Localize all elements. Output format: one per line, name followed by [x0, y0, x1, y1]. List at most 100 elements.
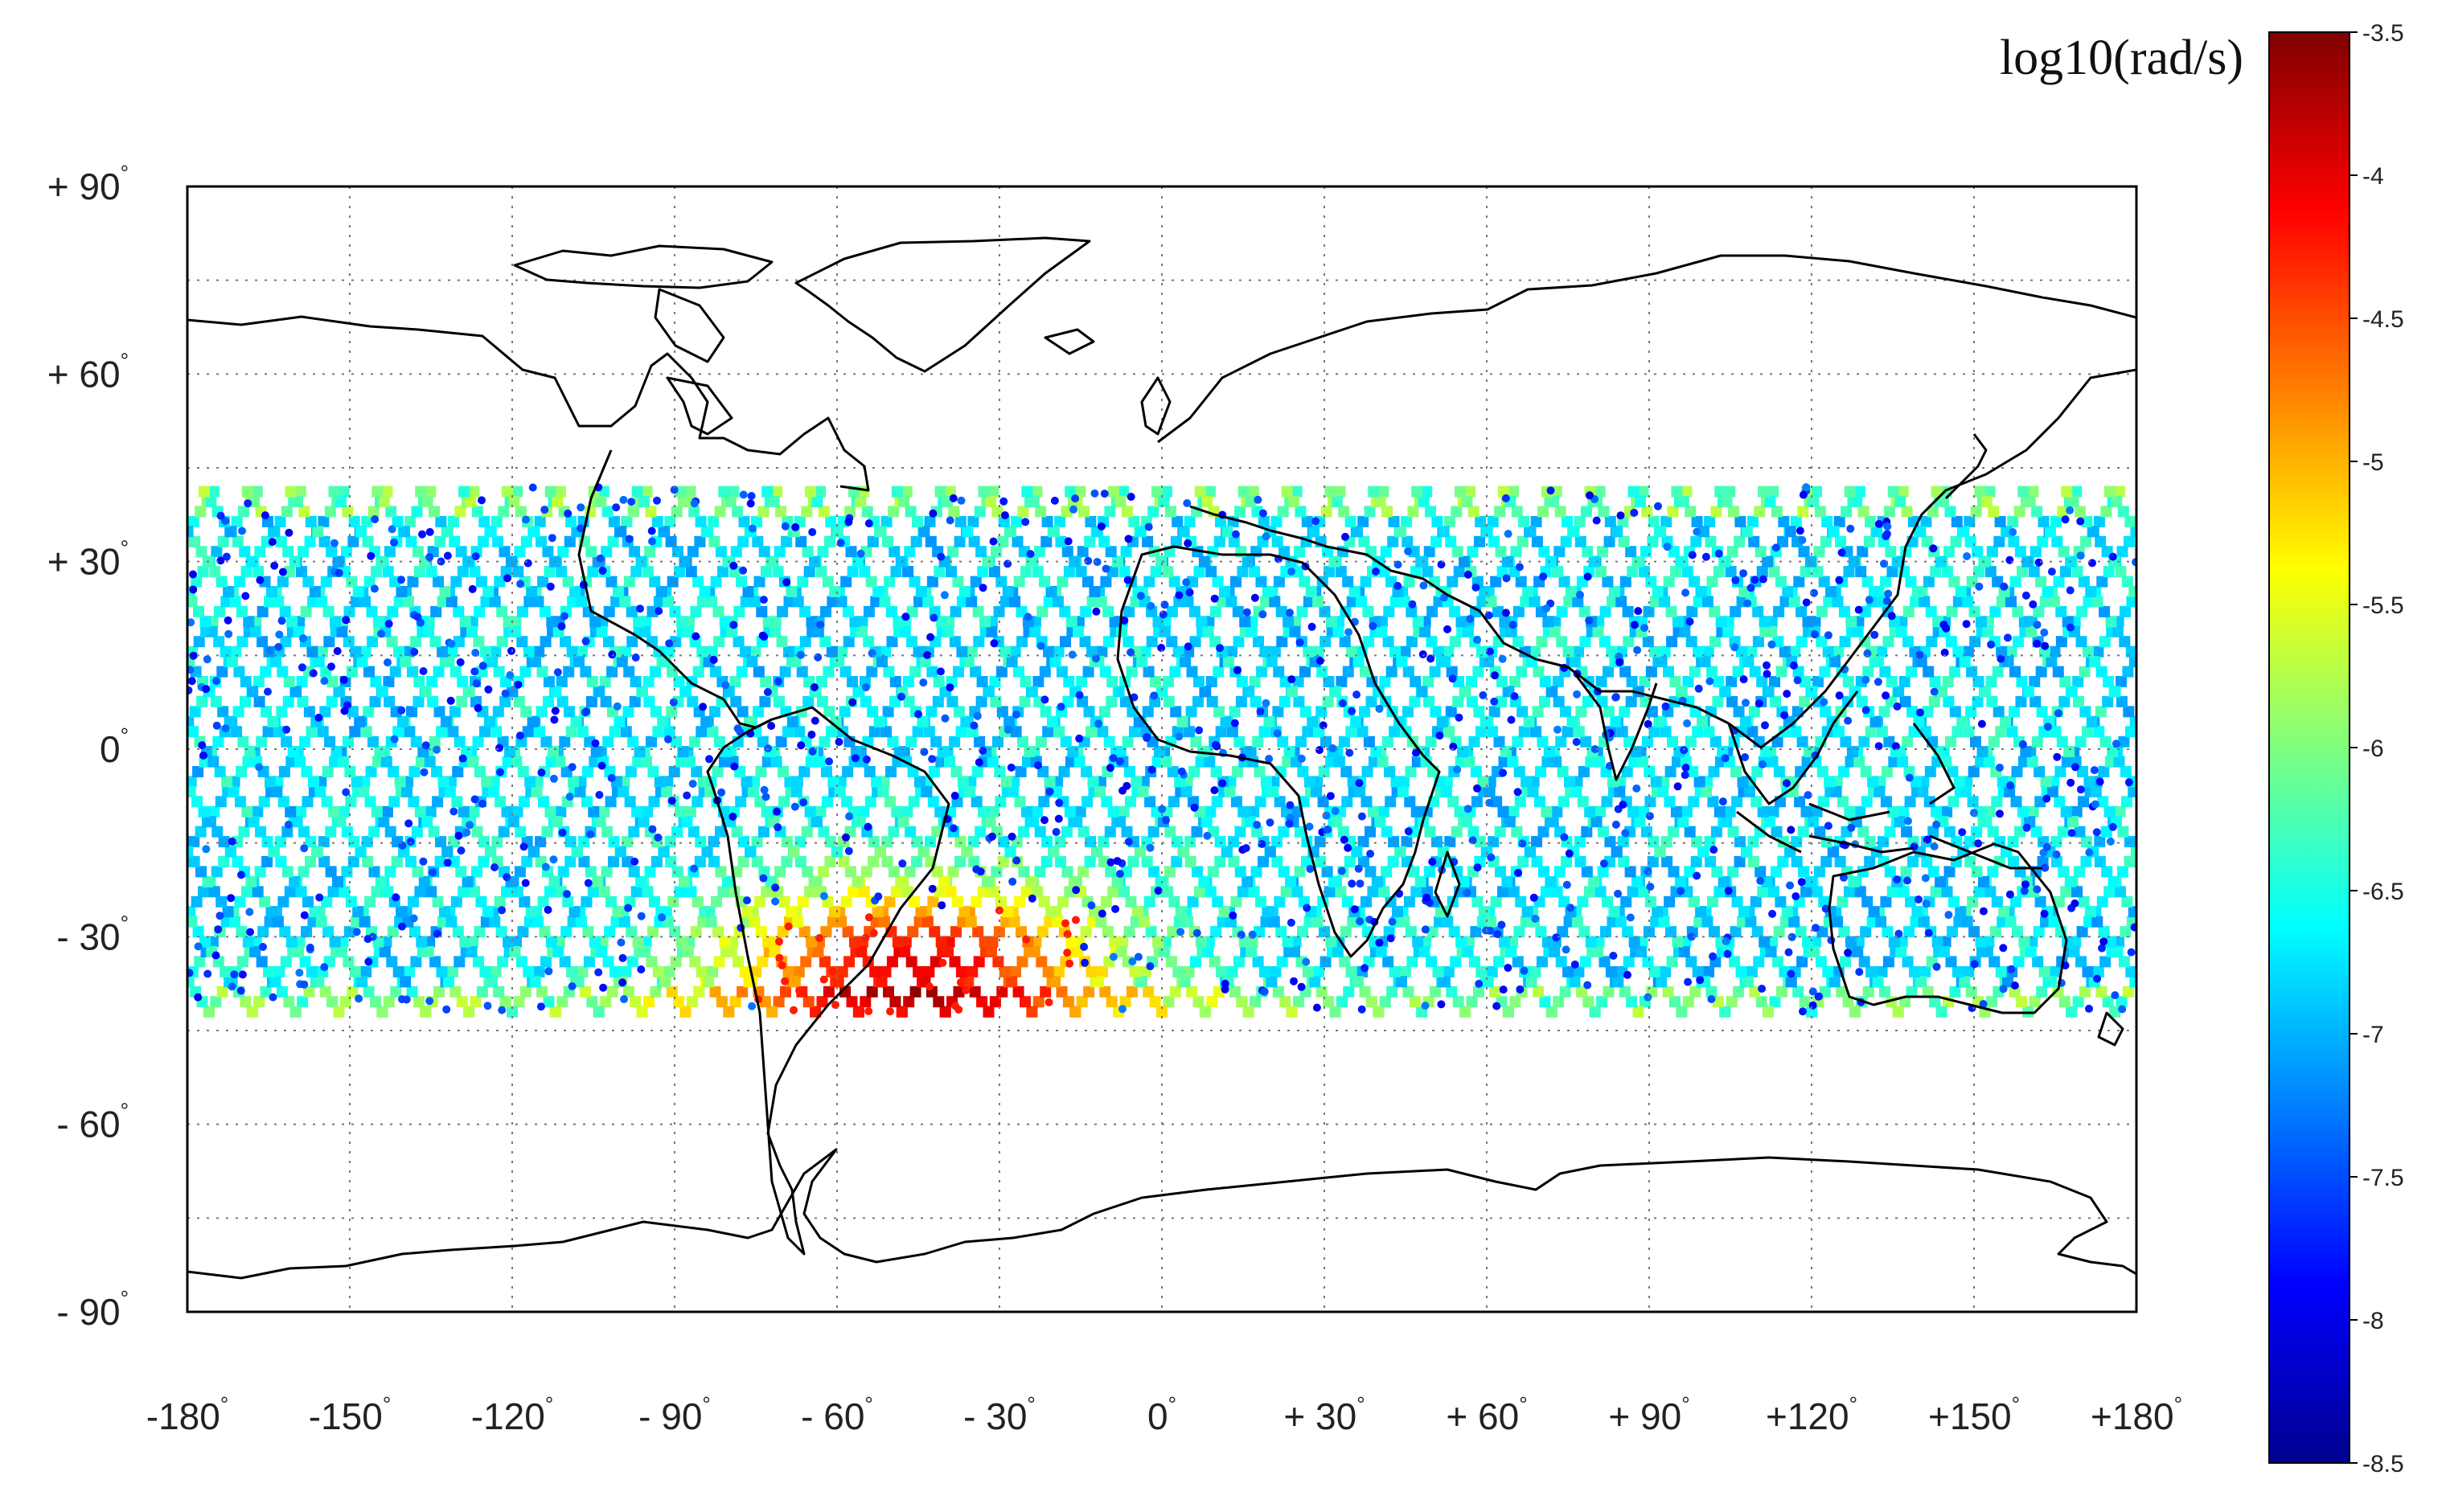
swath-sample: [1291, 886, 1303, 898]
swath-sample: [1251, 826, 1263, 838]
swath-sample: [1205, 805, 1217, 817]
swath-sample: [696, 645, 708, 658]
swath-sample: [306, 965, 318, 977]
swath-sample: [1156, 686, 1168, 698]
swath-sample: [968, 856, 980, 867]
swath-sample: [1218, 906, 1230, 918]
swath-sample: [665, 856, 677, 867]
swath-sample: [794, 836, 806, 848]
swath-point: [1797, 878, 1806, 887]
swath-point: [1724, 887, 1733, 895]
swath-sample: [1595, 676, 1607, 687]
swath-sample: [1701, 596, 1713, 608]
swath-sample: [1160, 756, 1172, 768]
swath-sample: [594, 816, 606, 828]
swath-sample: [1210, 926, 1222, 938]
swath-sample: [1687, 766, 1699, 777]
swath-sample: [605, 895, 617, 908]
swath-sample: [1945, 736, 1956, 748]
swath-sample: [684, 486, 696, 498]
swath-sample: [930, 956, 942, 968]
swath-sample: [1301, 515, 1313, 527]
swath-sample: [1691, 836, 1703, 848]
swath-sample: [2099, 605, 2111, 617]
swath-point: [1065, 959, 1074, 968]
swath-sample: [936, 616, 948, 628]
swath-sample: [1927, 866, 1939, 878]
swath-sample: [759, 996, 771, 1008]
swath-sample: [1927, 506, 1939, 518]
swath-sample: [946, 566, 957, 578]
swath-sample: [2103, 886, 2116, 898]
swath-sample: [1278, 695, 1291, 707]
swath-sample: [1360, 576, 1372, 588]
swath-sample: [1558, 895, 1570, 908]
swath-sample: [1202, 625, 1214, 637]
swath-sample: [2116, 546, 2128, 558]
swath-sample: [1530, 515, 1542, 527]
swath-sample: [738, 515, 750, 527]
swath-sample: [1510, 546, 1522, 558]
swath-sample: [2095, 706, 2107, 718]
swath-sample: [511, 886, 523, 898]
swath-sample: [306, 726, 318, 738]
swath-sample: [411, 826, 423, 838]
swath-sample: [1378, 886, 1390, 898]
swath-sample: [1344, 515, 1356, 527]
swath-sample: [1080, 926, 1092, 938]
swath-sample: [1204, 486, 1216, 498]
swath-sample: [214, 766, 226, 777]
swath-sample: [437, 596, 449, 608]
swath-sample: [1943, 826, 1956, 838]
swath-sample: [2050, 726, 2062, 738]
swath-sample: [852, 555, 864, 568]
swath-sample: [1699, 656, 1711, 668]
swath-sample: [663, 965, 675, 977]
swath-sample: [1499, 936, 1510, 948]
swath-sample: [1902, 636, 1914, 648]
swath-sample: [659, 976, 671, 988]
swath-sample: [1454, 805, 1466, 817]
swath-sample: [1660, 836, 1672, 848]
swath-sample: [1307, 715, 1319, 727]
swath-sample: [210, 695, 222, 707]
swath-sample: [2021, 555, 2034, 568]
swath-sample: [1681, 486, 1693, 498]
swath-sample: [240, 886, 252, 898]
swath-sample: [1628, 936, 1640, 948]
swath-sample: [804, 805, 816, 817]
swath-sample: [1383, 605, 1395, 617]
swath-sample: [1951, 965, 1964, 977]
swath-point: [775, 937, 783, 946]
swath-sample: [1106, 695, 1118, 707]
swath-sample: [880, 726, 892, 738]
swath-sample: [792, 596, 804, 608]
swath-sample: [1899, 996, 1911, 1008]
swath-sample: [644, 866, 656, 878]
swath-sample: [1361, 766, 1373, 777]
swath-sample: [1964, 515, 1976, 527]
swath-sample: [420, 686, 432, 698]
swath-sample: [1935, 1006, 1947, 1018]
swath-sample: [459, 616, 471, 628]
swath-sample: [1151, 486, 1163, 498]
swath-sample: [1626, 676, 1638, 687]
swath-sample: [1455, 936, 1467, 948]
swath-sample: [450, 576, 462, 588]
swath-sample: [585, 695, 597, 707]
swath-point: [825, 757, 833, 766]
swath-sample: [1402, 985, 1414, 998]
swath-sample: [1054, 836, 1066, 848]
swath-sample: [555, 805, 567, 817]
swath-sample: [1277, 736, 1289, 748]
swath-sample: [337, 756, 349, 768]
swath-sample: [1911, 586, 1923, 597]
swath-sample: [1573, 645, 1584, 658]
swath-sample: [834, 785, 846, 797]
swath-sample: [2012, 926, 2023, 938]
swath-sample: [852, 875, 864, 887]
swath-sample: [1099, 985, 1111, 998]
swath-sample: [863, 636, 875, 648]
swath-sample: [2080, 856, 2092, 867]
swath-sample: [1449, 636, 1461, 648]
